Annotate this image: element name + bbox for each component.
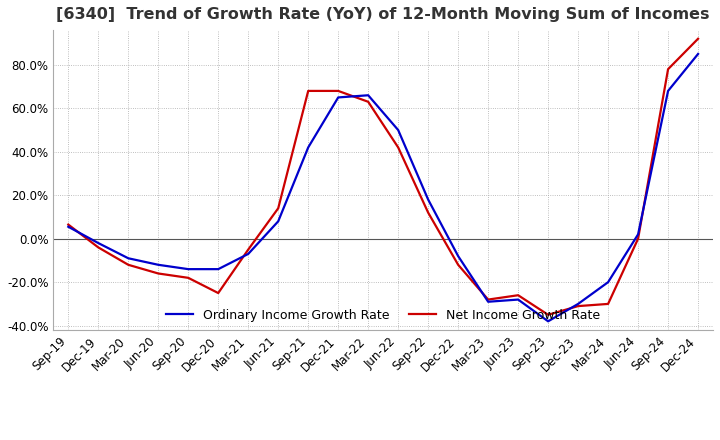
Net Income Growth Rate bbox=[634, 236, 642, 242]
Net Income Growth Rate bbox=[94, 245, 103, 250]
Net Income Growth Rate bbox=[304, 88, 312, 94]
Ordinary Income Growth Rate bbox=[634, 232, 642, 237]
Ordinary Income Growth Rate bbox=[334, 95, 343, 100]
Net Income Growth Rate bbox=[604, 301, 613, 307]
Net Income Growth Rate bbox=[454, 262, 462, 268]
Line: Ordinary Income Growth Rate: Ordinary Income Growth Rate bbox=[68, 54, 698, 321]
Net Income Growth Rate bbox=[64, 222, 73, 227]
Net Income Growth Rate bbox=[274, 205, 282, 211]
Legend: Ordinary Income Growth Rate, Net Income Growth Rate: Ordinary Income Growth Rate, Net Income … bbox=[161, 304, 606, 327]
Ordinary Income Growth Rate bbox=[484, 299, 492, 304]
Ordinary Income Growth Rate bbox=[604, 279, 613, 285]
Net Income Growth Rate bbox=[514, 293, 523, 298]
Net Income Growth Rate bbox=[154, 271, 163, 276]
Ordinary Income Growth Rate bbox=[274, 219, 282, 224]
Ordinary Income Growth Rate bbox=[244, 251, 253, 257]
Net Income Growth Rate bbox=[664, 66, 672, 72]
Ordinary Income Growth Rate bbox=[214, 267, 222, 272]
Ordinary Income Growth Rate bbox=[94, 240, 103, 246]
Ordinary Income Growth Rate bbox=[304, 145, 312, 150]
Ordinary Income Growth Rate bbox=[514, 297, 523, 302]
Ordinary Income Growth Rate bbox=[574, 301, 582, 307]
Ordinary Income Growth Rate bbox=[544, 319, 552, 324]
Ordinary Income Growth Rate bbox=[124, 256, 132, 261]
Net Income Growth Rate bbox=[364, 99, 372, 104]
Net Income Growth Rate bbox=[694, 36, 703, 41]
Net Income Growth Rate bbox=[124, 262, 132, 268]
Ordinary Income Growth Rate bbox=[64, 224, 73, 229]
Net Income Growth Rate bbox=[394, 145, 402, 150]
Ordinary Income Growth Rate bbox=[694, 51, 703, 57]
Ordinary Income Growth Rate bbox=[364, 93, 372, 98]
Net Income Growth Rate bbox=[484, 297, 492, 302]
Net Income Growth Rate bbox=[544, 312, 552, 317]
Net Income Growth Rate bbox=[424, 210, 433, 215]
Ordinary Income Growth Rate bbox=[664, 88, 672, 94]
Net Income Growth Rate bbox=[214, 290, 222, 296]
Net Income Growth Rate bbox=[244, 247, 253, 252]
Ordinary Income Growth Rate bbox=[394, 128, 402, 133]
Ordinary Income Growth Rate bbox=[154, 262, 163, 268]
Ordinary Income Growth Rate bbox=[184, 267, 192, 272]
Net Income Growth Rate bbox=[184, 275, 192, 280]
Net Income Growth Rate bbox=[334, 88, 343, 94]
Net Income Growth Rate bbox=[574, 304, 582, 309]
Ordinary Income Growth Rate bbox=[454, 253, 462, 259]
Title: [6340]  Trend of Growth Rate (YoY) of 12-Month Moving Sum of Incomes: [6340] Trend of Growth Rate (YoY) of 12-… bbox=[56, 7, 710, 22]
Line: Net Income Growth Rate: Net Income Growth Rate bbox=[68, 39, 698, 315]
Ordinary Income Growth Rate bbox=[424, 197, 433, 202]
